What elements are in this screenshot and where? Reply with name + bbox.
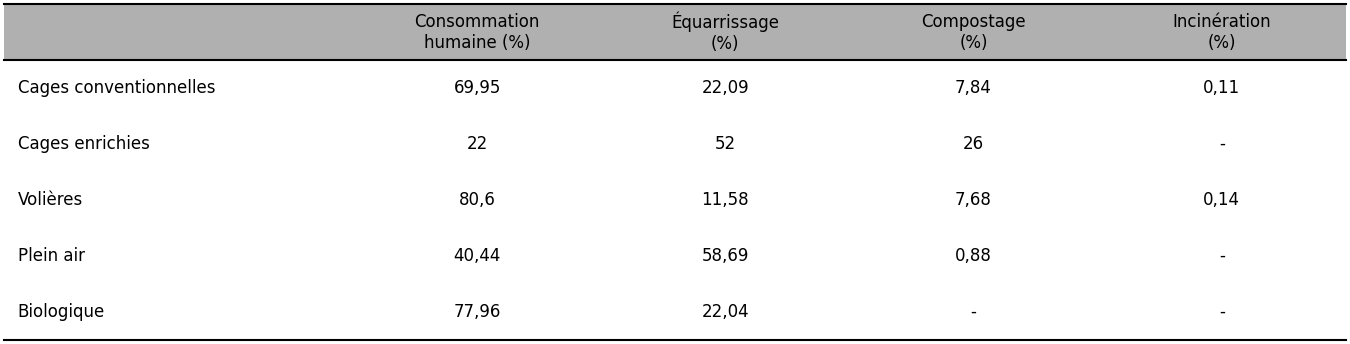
Text: 26: 26 <box>963 135 984 153</box>
Text: Incinération
(%): Incinération (%) <box>1172 13 1272 52</box>
Text: Biologique: Biologique <box>18 303 105 321</box>
Text: Cages conventionnelles: Cages conventionnelles <box>18 79 215 97</box>
Text: Consommation
humaine (%): Consommation humaine (%) <box>414 13 540 52</box>
Text: 0,11: 0,11 <box>1203 79 1241 97</box>
Text: 22,04: 22,04 <box>702 303 749 321</box>
Text: 80,6: 80,6 <box>459 191 495 209</box>
Text: Cages enrichies: Cages enrichies <box>18 135 150 153</box>
Text: -: - <box>1219 303 1224 321</box>
Text: 58,69: 58,69 <box>702 247 749 265</box>
Text: 0,88: 0,88 <box>954 247 992 265</box>
Text: Compostage
(%): Compostage (%) <box>921 13 1026 52</box>
Text: 77,96: 77,96 <box>454 303 501 321</box>
Text: -: - <box>1219 247 1224 265</box>
Text: 22: 22 <box>467 135 487 153</box>
Text: 0,14: 0,14 <box>1203 191 1241 209</box>
Text: 52: 52 <box>714 135 736 153</box>
Text: 69,95: 69,95 <box>454 79 501 97</box>
Text: Plein air: Plein air <box>18 247 85 265</box>
FancyBboxPatch shape <box>4 4 1346 60</box>
Text: -: - <box>971 303 976 321</box>
Text: 22,09: 22,09 <box>702 79 749 97</box>
Text: Volières: Volières <box>18 191 82 209</box>
Text: 7,84: 7,84 <box>954 79 992 97</box>
Text: 7,68: 7,68 <box>954 191 992 209</box>
Text: Équarrissage
(%): Équarrissage (%) <box>671 11 779 53</box>
Text: 11,58: 11,58 <box>702 191 749 209</box>
Text: -: - <box>1219 135 1224 153</box>
Text: 40,44: 40,44 <box>454 247 501 265</box>
